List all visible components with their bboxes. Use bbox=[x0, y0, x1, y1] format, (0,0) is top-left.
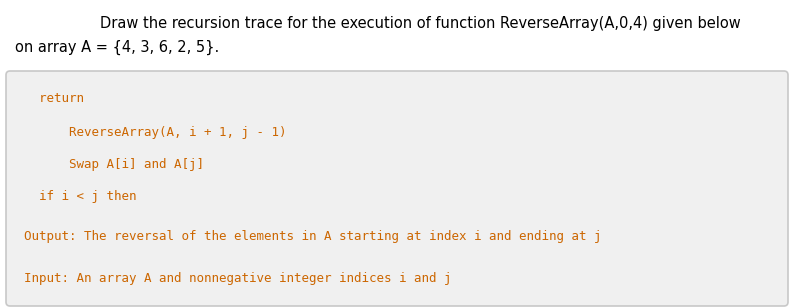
Text: Swap A[i] and A[j]: Swap A[i] and A[j] bbox=[24, 158, 204, 171]
FancyBboxPatch shape bbox=[6, 71, 788, 306]
Text: Draw the recursion trace for the execution of function ReverseArray(A,0,4) given: Draw the recursion trace for the executi… bbox=[100, 16, 741, 31]
Text: Output: The reversal of the elements in A starting at index i and ending at j: Output: The reversal of the elements in … bbox=[24, 230, 602, 243]
Text: on array A = {4, 3, 6, 2, 5}.: on array A = {4, 3, 6, 2, 5}. bbox=[15, 40, 219, 55]
Text: Input: An array A and nonnegative integer indices i and j: Input: An array A and nonnegative intege… bbox=[24, 272, 452, 285]
Text: ReverseArray(A, i + 1, j - 1): ReverseArray(A, i + 1, j - 1) bbox=[24, 126, 287, 139]
Text: if i < j then: if i < j then bbox=[24, 190, 137, 203]
Text: return: return bbox=[24, 92, 84, 105]
